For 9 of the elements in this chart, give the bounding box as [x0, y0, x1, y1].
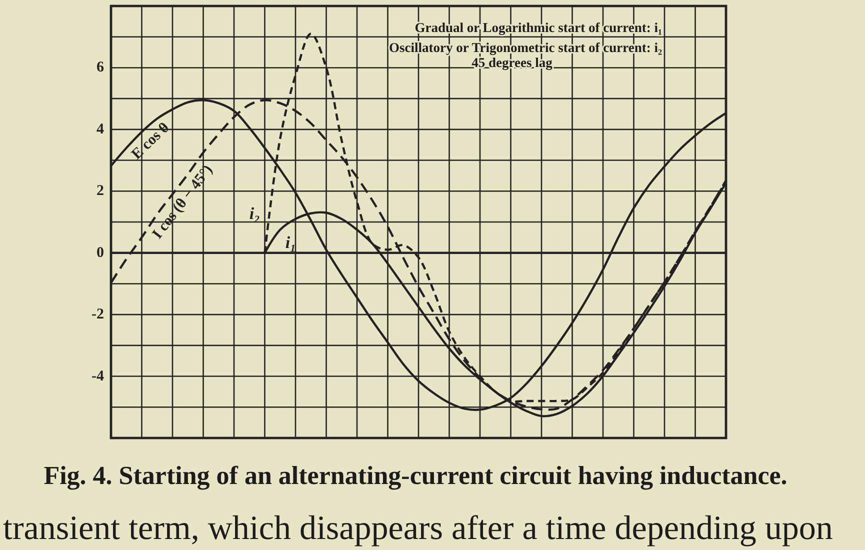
y-tick-label: 6: [96, 60, 104, 76]
y-tick-label: -4: [92, 368, 104, 384]
text: transient term, which disappears after a time depending upon: [3, 510, 833, 547]
y-tick-label: 4: [96, 121, 104, 138]
text: Fig. 4. Starting of an alternating-current circuit having inductance.: [44, 461, 788, 490]
y-tick-label: 2: [96, 183, 104, 200]
series-label: i₁: [285, 232, 296, 252]
y-tick-label: 0: [96, 244, 104, 261]
y-tick-label: -2: [92, 306, 104, 323]
